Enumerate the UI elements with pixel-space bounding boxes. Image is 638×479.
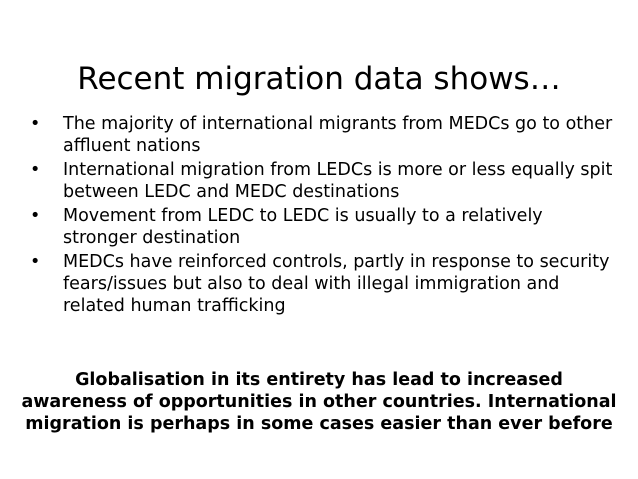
slide-title: Recent migration data shows… <box>77 60 561 97</box>
bullet-dot-icon: • <box>30 114 41 134</box>
conclusion-text: Globalisation in its entirety has lead t… <box>21 369 617 434</box>
bullet-item: • The majority of international migrants… <box>30 113 620 157</box>
bullet-text: The majority of international migrants f… <box>63 114 613 156</box>
bullet-item: • MEDCs have reinforced controls, partly… <box>30 251 620 317</box>
bullet-dot-icon: • <box>30 160 41 180</box>
bullet-item: • Movement from LEDC to LEDC is usually … <box>30 205 620 249</box>
bullet-list: • The majority of international migrants… <box>30 113 620 319</box>
bullet-text: International migration from LEDCs is mo… <box>63 160 613 202</box>
bullet-item: • International migration from LEDCs is … <box>30 159 620 203</box>
bullet-text: Movement from LEDC to LEDC is usually to… <box>63 206 543 248</box>
bullet-dot-icon: • <box>30 252 41 272</box>
bullet-dot-icon: • <box>30 206 41 226</box>
bullet-text: MEDCs have reinforced controls, partly i… <box>63 252 610 316</box>
